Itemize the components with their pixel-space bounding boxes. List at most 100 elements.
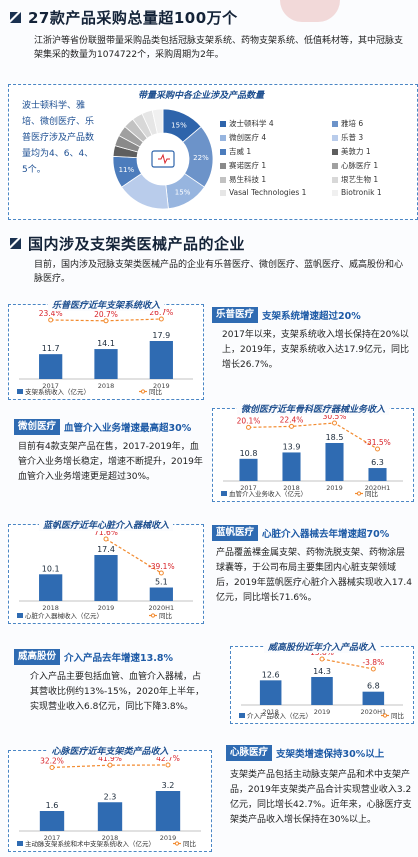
weichuang-header: 微创医疗 血管介入业务增速最高超30% [14, 418, 191, 436]
bar-value-label: 1.6 [46, 801, 59, 810]
legend-label: 同比 [159, 611, 173, 620]
legend-swatch [220, 134, 226, 141]
bar-value-label: 10.1 [42, 564, 60, 573]
weichuang-tag: 微创医疗 [14, 419, 61, 435]
growth-point [370, 666, 376, 672]
bar-value-label: 10.8 [240, 449, 258, 458]
growth-point [107, 762, 113, 768]
donut-legend-item: 微创医疗 4 [220, 132, 332, 143]
donut-slice-label: 22% [193, 154, 209, 162]
growth-point [49, 764, 55, 770]
donut-legend-item: Biotronik 1 [332, 188, 416, 197]
donut-title: 带量采购中各企业涉及产品数量 [138, 91, 265, 101]
x-tick-label: 2020H1 [149, 604, 175, 612]
growth-label: 23.4% [39, 309, 63, 318]
growth-label: 71.6% [94, 528, 118, 537]
growth-label: -39.1% [148, 562, 175, 571]
legend-label: 血管介入业务收入（亿元） [229, 489, 307, 498]
donut-chart: 15% 22% 15% 11% [112, 108, 214, 210]
lanfan-headline: 心脏介入器械去年增速超70% [262, 529, 390, 540]
section1-intro: 江浙沪等省份联盟带量采购品类包括冠脉支架系统、药物支架系统、低值耗材等，其中冠脉… [34, 36, 404, 60]
legend-swatch [17, 389, 23, 394]
donut-frame [8, 84, 418, 220]
donut-side-text: 波士顿科学、雅培、微创医疗、乐普医疗涉及产品数量均为4、6、4、5个。 [22, 101, 95, 175]
x-tick-label: 2019 [326, 484, 343, 492]
chart-lepu-title: 乐普医疗近年支架系统收入 [47, 298, 165, 311]
legend-swatch [220, 162, 226, 169]
lanfan-header: 蓝帆医疗 心脏介入器械去年增速超70% [212, 524, 389, 542]
growth-point [246, 424, 251, 430]
bar-value-label: 2.3 [104, 792, 117, 801]
growth-label: -31.5% [364, 438, 391, 447]
legend-label: 心脉医疗 1 [341, 161, 379, 170]
bar [39, 354, 63, 379]
legend-marker [382, 713, 388, 718]
bar [282, 452, 301, 481]
legend-label: 心脏介入器械收入（亿元） [25, 611, 103, 620]
corner-arrow-icon [10, 11, 21, 23]
bar-value-label: 18.5 [326, 433, 344, 442]
bar-value-label: 6.3 [371, 458, 384, 467]
bar-value-label: 5.1 [155, 578, 168, 587]
weichuang-body: 目前有4款支架产品在售，2017-2019年，血管介入业务增长稳定，增速不断提升… [18, 442, 203, 482]
donut-slice-label: 11% [119, 166, 135, 174]
bar [39, 574, 63, 601]
legend-swatch [220, 120, 226, 127]
bar [97, 802, 123, 831]
legend-swatch [239, 713, 245, 718]
donut-slice-label: 15% [171, 122, 187, 130]
legend-swatch [221, 491, 227, 496]
lepu-headline: 支架系统增速超过20% [262, 311, 361, 322]
growth-line [105, 538, 162, 574]
bar-value-label: 13.9 [283, 442, 301, 451]
growth-label: 20.1% [237, 416, 261, 425]
growth-point [158, 570, 164, 576]
legend-label: 美敦力 1 [341, 147, 371, 156]
growth-point [375, 446, 380, 452]
legend-label: 乐普 3 [341, 133, 364, 142]
x-tick-label: 2019 [98, 604, 115, 612]
bar [149, 587, 173, 601]
growth-label: 26.7% [149, 308, 173, 317]
section1-title-row: 27款产品采购总量超100万个 [8, 6, 238, 28]
bar [149, 341, 173, 379]
legend-swatch [332, 120, 338, 127]
x-tick-label: 2018 [102, 834, 119, 842]
growth-point [103, 536, 109, 542]
lanfan-tag: 蓝帆医疗 [212, 525, 259, 541]
legend-label: 易生科技 1 [229, 175, 267, 184]
legend-swatch [220, 176, 226, 183]
donut-legend-item: 乐普 3 [332, 132, 416, 143]
bar [239, 458, 258, 481]
donut-legend-item: 垠艺生物 1 [332, 174, 416, 185]
weichuang-headline: 血管介入业务增速最高超30% [64, 423, 192, 434]
growth-point [289, 423, 294, 429]
legend-swatch [332, 189, 338, 196]
growth-point [332, 420, 337, 426]
x-tick-label: 2020H1 [361, 708, 387, 716]
x-tick-label: 2019 [314, 708, 331, 716]
donut-legend-item: 美敦力 1 [332, 146, 416, 157]
growth-point [319, 656, 325, 662]
growth-label: 22.4% [280, 415, 304, 424]
x-tick-label: 2018 [42, 604, 59, 612]
growth-line [248, 422, 378, 450]
legend-label: 同比 [391, 711, 405, 720]
growth-line [51, 764, 169, 769]
x-tick-label: 2017 [42, 382, 59, 390]
donut-slice [151, 108, 164, 135]
bar [362, 691, 385, 705]
legend-label: 同比 [149, 387, 163, 396]
section2-title: 国内涉及支架类医械产品的企业 [28, 234, 246, 253]
chart-weigao-title: 威高股份近年介入产品收入 [263, 640, 381, 653]
legend-label: 同比 [183, 839, 197, 848]
growth-label: 30.5% [323, 412, 347, 421]
bar-value-label: 17.4 [97, 545, 115, 554]
bar-value-label: 12.6 [262, 670, 280, 679]
growth-label: 20.7% [94, 310, 118, 319]
bar [311, 677, 333, 705]
legend-label: 波士顿科学 4 [229, 119, 274, 128]
growth-label: 32.2% [40, 756, 64, 765]
legend-label: Vasal Technologies 1 [229, 188, 307, 197]
growth-point [165, 762, 171, 768]
